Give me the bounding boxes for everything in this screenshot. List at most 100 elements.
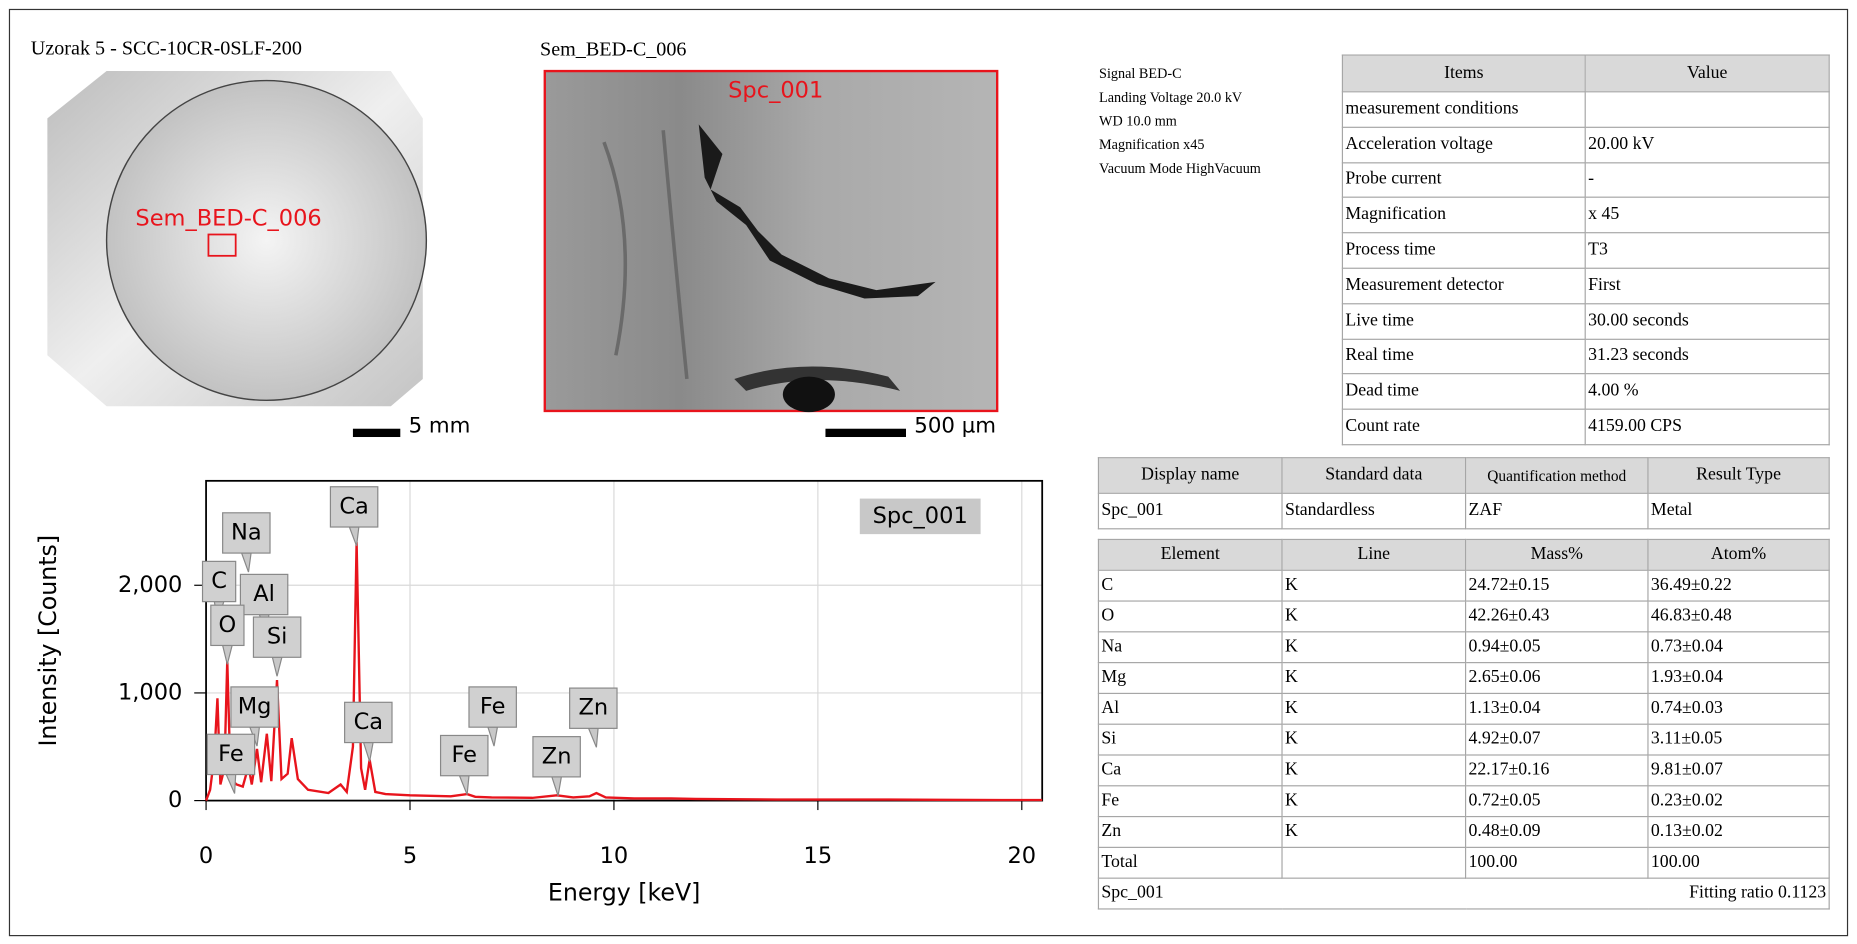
y-axis-label: Intensity [Counts] [34, 535, 62, 747]
page-border [8, 8, 1849, 937]
image-title: Sem_BED-C_006 [540, 39, 686, 61]
condition: Landing Voltage 20.0 kV [1099, 88, 1243, 106]
cell: 31.23 seconds [1584, 338, 1830, 375]
header-row: Items Value [1341, 54, 1830, 93]
row: Spc_001 Standardless ZAF Metal [1097, 492, 1830, 530]
row: C K 24.72±0.15 36.49±0.22 [1097, 569, 1830, 602]
cell: Spc_001 [1097, 492, 1283, 530]
legend-label: Spc_001 [873, 503, 968, 529]
cell: 36.49±0.22 [1647, 569, 1830, 602]
cell: K [1281, 631, 1467, 664]
cell: Spc_001 [1097, 877, 1466, 910]
spectrum-marker: Spc_001 [728, 78, 823, 104]
peak-pointer [487, 726, 499, 747]
cell: 0.48±0.09 [1464, 815, 1649, 848]
peak-pointer [458, 775, 470, 795]
peak-box [569, 687, 618, 729]
peak-box [222, 512, 271, 554]
cell: 0.13±0.02 [1647, 815, 1830, 848]
cell: Probe current [1341, 161, 1586, 199]
peak-box [201, 560, 237, 603]
cell: 1.13±0.04 [1464, 692, 1649, 725]
row: Live time 30.00 seconds [1341, 302, 1830, 340]
peak-box [439, 734, 489, 777]
x-tick-label: 20 [1007, 843, 1036, 869]
header-cell: Line [1281, 538, 1467, 571]
cell: O [1097, 600, 1283, 633]
quant-table: Display name Standard data Quantification … [1097, 457, 1830, 530]
cell: 3.11±0.05 [1647, 723, 1830, 756]
header-cell: Standard data [1281, 457, 1467, 494]
pit [782, 376, 835, 413]
cell: 22.17±0.16 [1464, 754, 1649, 787]
y-tick-label: 0 [168, 787, 182, 813]
cell: 100.00 [1647, 846, 1830, 879]
row: Measurement detector First [1341, 267, 1830, 305]
cell: K [1281, 815, 1467, 848]
cell: C [1097, 569, 1283, 602]
cell: Metal [1647, 492, 1830, 530]
peak-label: Mg [238, 694, 272, 720]
peak-label: Na [231, 519, 262, 545]
cell: Process time [1341, 232, 1586, 269]
peak-box [344, 701, 393, 744]
sample-title: Uzorak 5 - SCC-10CR-0SLF-200 [31, 37, 302, 59]
row: Total 100.00 100.00 [1097, 846, 1830, 879]
cell: K [1281, 662, 1467, 695]
conditions: Signal BED-C Landing Voltage 20.0 kV WD 10… [1099, 62, 1261, 180]
cell: 4.00 % [1584, 373, 1830, 410]
row: Zn K 0.48±0.09 0.13±0.02 [1097, 815, 1830, 848]
peak-pointer [348, 526, 360, 547]
cell: Standardless [1281, 492, 1467, 530]
peak-label: Ca [339, 493, 369, 519]
cell: Si [1097, 723, 1283, 756]
peak-label: O [219, 612, 237, 638]
cell: 0.23±0.02 [1647, 785, 1830, 818]
cell: Ca [1097, 754, 1283, 787]
peak-box [210, 604, 245, 647]
peak-label: Fe [451, 742, 477, 768]
scale-bar [825, 428, 906, 438]
peak-box [252, 616, 302, 658]
row: Probe current - [1341, 161, 1830, 199]
header-cell: Quantification method [1464, 457, 1649, 494]
cell: Na [1097, 631, 1283, 664]
cell: 9.81±0.07 [1647, 754, 1830, 787]
peak-pointer [240, 552, 252, 573]
row: Dead time 4.00 % [1341, 373, 1830, 410]
row: Count rate 4159.00 CPS [1341, 408, 1830, 446]
condition: Magnification x45 [1099, 136, 1205, 153]
plot-frame [205, 479, 1044, 802]
peak-label: Ca [354, 709, 384, 735]
peak-pointer [221, 644, 233, 665]
peak-box [230, 686, 279, 728]
cell: 24.72±0.15 [1464, 569, 1649, 602]
condition: Signal BED-C [1099, 65, 1182, 82]
scale-label: 5 mm [409, 413, 471, 438]
cell: 42.26±0.43 [1464, 600, 1649, 633]
cell: Measurement detector [1341, 267, 1586, 305]
peak-pointer [225, 773, 237, 794]
peak-label: Fe [218, 741, 244, 767]
peak-pointer [551, 776, 563, 797]
scale-bar [352, 428, 401, 438]
cell: K [1281, 785, 1467, 818]
header-cell: Mass% [1464, 538, 1649, 571]
spectrum-line [204, 542, 1043, 802]
cell: 0.72±0.05 [1464, 785, 1649, 818]
header-cell: Items [1341, 54, 1586, 93]
cell: T3 [1584, 232, 1830, 269]
header-row: Display name Standard data Quantification … [1097, 457, 1830, 494]
cell: K [1281, 600, 1467, 633]
header-cell: Result Type [1647, 457, 1830, 494]
header-cell: Display name [1097, 457, 1283, 494]
cell [1584, 91, 1830, 128]
cell: Magnification [1341, 197, 1586, 234]
area-marker [207, 233, 237, 257]
row: O K 42.26±0.43 46.83±0.48 [1097, 600, 1830, 633]
cell: 20.00 kV [1584, 126, 1830, 163]
cell: Fe [1097, 785, 1283, 818]
scale-label: 500 µm [914, 413, 996, 438]
sample-disk [105, 79, 428, 402]
